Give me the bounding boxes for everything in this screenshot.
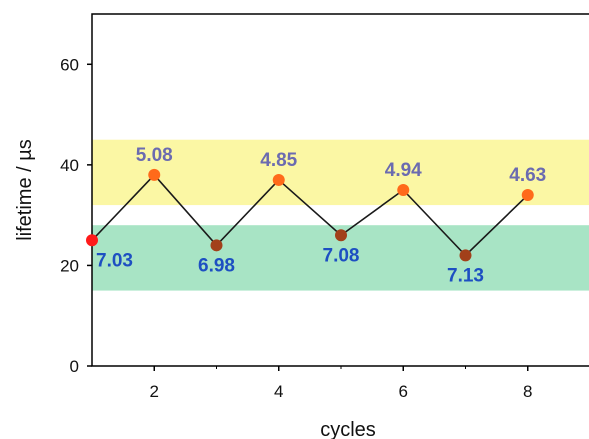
- y-tick-label: 20: [60, 256, 79, 275]
- data-label: 4.85: [260, 150, 297, 171]
- data-label: 7.13: [447, 265, 484, 286]
- data-label: 7.08: [323, 245, 360, 266]
- data-point: [335, 229, 347, 242]
- series-line: [91, 173, 529, 257]
- data-label: 6.98: [198, 255, 235, 276]
- data-point: [148, 168, 161, 181]
- x-tick-label: 2: [150, 382, 159, 401]
- data-label: 4.63: [509, 165, 546, 186]
- x-tick-label: 4: [274, 382, 283, 401]
- ticks-layer: 0 20 40 60 2 4 6 8: [60, 55, 532, 401]
- data-point: [272, 173, 285, 186]
- data-label: 5.08: [136, 145, 173, 166]
- data-label: 4.94: [385, 160, 422, 181]
- x-tick-label: 6: [399, 382, 408, 401]
- markers-layer: [86, 168, 534, 262]
- y-tick-label: 0: [70, 357, 79, 376]
- labels-layer: 7.03 5.08 6.98 4.85 7.08 4.94 7.13 4.63: [96, 145, 546, 286]
- data-point: [86, 234, 98, 247]
- y-tick-label: 40: [60, 156, 79, 175]
- data-point: [210, 239, 223, 252]
- x-axis-title: cycles: [320, 419, 376, 439]
- x-tick-label: 8: [523, 382, 532, 401]
- data-point: [521, 189, 534, 202]
- data-label: 7.03: [96, 250, 133, 271]
- data-point: [459, 249, 472, 262]
- y-tick-label: 60: [60, 55, 79, 74]
- band-0: [92, 139, 589, 206]
- data-point: [397, 184, 410, 196]
- y-axis-title: lifetime / µs: [14, 139, 36, 241]
